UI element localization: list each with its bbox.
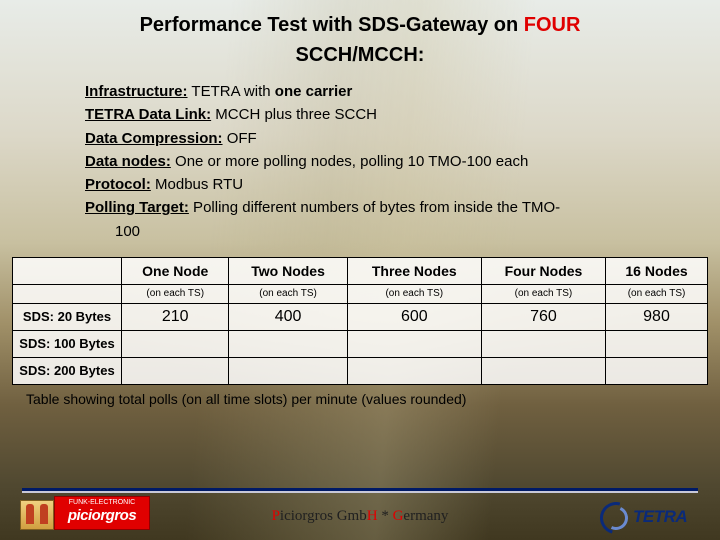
- cell: 210: [122, 303, 229, 330]
- cell: [347, 357, 481, 384]
- cell: [481, 357, 605, 384]
- config-bullets: Infrastructure: TETRA with one carrier T…: [85, 80, 720, 243]
- col-header: Two Nodes: [229, 257, 347, 284]
- cell: [481, 330, 605, 357]
- table-row: SDS: 200 Bytes: [13, 357, 708, 384]
- sub-header: (on each TS): [481, 284, 605, 303]
- cell: 980: [606, 303, 708, 330]
- col-header: Three Nodes: [347, 257, 481, 284]
- row-header: SDS: 20 Bytes: [13, 303, 122, 330]
- table-row: SDS: 100 Bytes: [13, 330, 708, 357]
- results-table: One Node Two Nodes Three Nodes Four Node…: [12, 257, 708, 385]
- cell: [229, 330, 347, 357]
- tetra-text: TETRA: [633, 507, 687, 527]
- title-prefix: Performance Test with SDS-Gateway on: [140, 14, 524, 36]
- bullet-polling-target: Polling Target: Polling different number…: [85, 196, 720, 219]
- col-header: 16 Nodes: [606, 257, 708, 284]
- cell: [606, 357, 708, 384]
- row-header: SDS: 200 Bytes: [13, 357, 122, 384]
- table-header-row: One Node Two Nodes Three Nodes Four Node…: [13, 257, 708, 284]
- table-caption: Table showing total polls (on all time s…: [12, 385, 708, 407]
- logo-piciorgros: FUNK-ELECTRONIC piciorgros: [20, 496, 150, 534]
- bullet-datanodes: Data nodes: One or more polling nodes, p…: [85, 150, 720, 173]
- cell: [122, 330, 229, 357]
- cell: 400: [229, 303, 347, 330]
- footer-rule: [22, 488, 698, 491]
- row-header: SDS: 100 Bytes: [13, 330, 122, 357]
- slide-title: Performance Test with SDS-Gateway on FOU…: [0, 0, 720, 70]
- logo-top-text: FUNK-ELECTRONIC: [69, 499, 136, 506]
- slide: Performance Test with SDS-Gateway on FOU…: [0, 0, 720, 540]
- results-table-wrap: One Node Two Nodes Three Nodes Four Node…: [12, 257, 708, 407]
- table-subheader-row: (on each TS) (on each TS) (on each TS) (…: [13, 284, 708, 303]
- bullet-compression: Data Compression: OFF: [85, 127, 720, 150]
- tetra-swoosh-icon: [600, 502, 630, 532]
- logo-tetra: TETRA: [600, 502, 700, 532]
- sub-header: (on each TS): [606, 284, 708, 303]
- cell: 760: [481, 303, 605, 330]
- title-line2: SCCH/MCCH:: [0, 40, 720, 70]
- cell: 600: [347, 303, 481, 330]
- table-row: SDS: 20 Bytes 210 400 600 760 980: [13, 303, 708, 330]
- logo-box: FUNK-ELECTRONIC piciorgros: [54, 496, 150, 530]
- title-highlight: FOUR: [524, 14, 581, 36]
- logo-brand: piciorgros: [55, 508, 149, 525]
- col-header: Four Nodes: [481, 257, 605, 284]
- cell: [229, 357, 347, 384]
- sub-header: (on each TS): [122, 284, 229, 303]
- col-header: One Node: [122, 257, 229, 284]
- bullet-protocol: Protocol: Modbus RTU: [85, 173, 720, 196]
- bullet-infrastructure: Infrastructure: TETRA with one carrier: [85, 80, 720, 103]
- bullet-datalink: TETRA Data Link: MCCH plus three SCCH: [85, 103, 720, 126]
- cell: [606, 330, 708, 357]
- sub-header: (on each TS): [347, 284, 481, 303]
- logo-cathedral-icon: [20, 500, 54, 530]
- sub-header: (on each TS): [229, 284, 347, 303]
- bullet-polling-target-cont: 100: [85, 220, 720, 243]
- cell: [122, 357, 229, 384]
- corner-cell: [13, 257, 122, 284]
- cell: [347, 330, 481, 357]
